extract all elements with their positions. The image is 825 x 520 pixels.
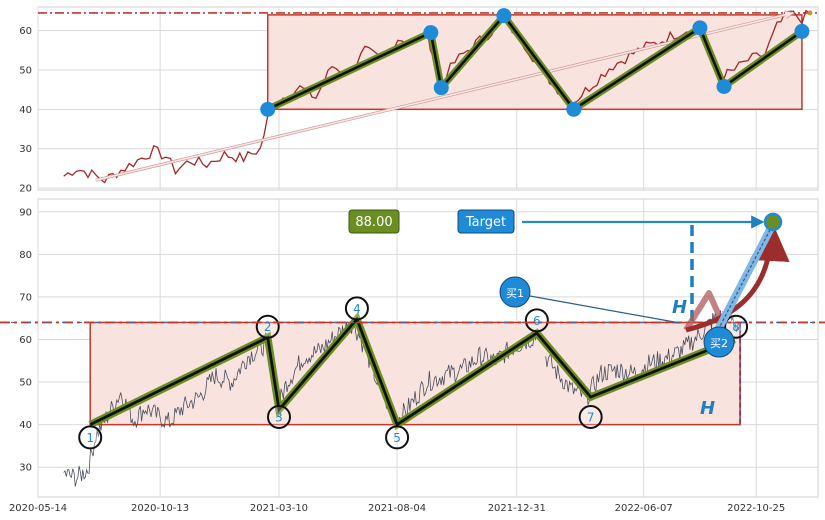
x-tick-label: 2020-10-13 (131, 503, 189, 514)
wave-dot (692, 20, 708, 36)
wave-label-circle (578, 404, 603, 429)
x-tick-label: 2022-10-25 (727, 503, 785, 514)
wave-dot (260, 101, 276, 117)
price-badge-text: 88.00 (355, 215, 392, 230)
wave-label-1: 1 (86, 431, 94, 445)
buy1-badge-text: 买1 (506, 287, 524, 300)
target-badge (457, 209, 515, 234)
x-tick-label: 2021-12-31 (488, 503, 546, 514)
last-price-point (807, 10, 813, 16)
y-tick-label: 70 (19, 292, 32, 303)
y-tick-label: 80 (19, 250, 32, 261)
wave-dot (716, 78, 732, 94)
wave-label-8: 8 (732, 320, 740, 334)
wave-dot (566, 101, 582, 117)
wave-label-circle (385, 425, 410, 450)
price-line-1 (63, 319, 538, 487)
price-badge (348, 209, 400, 234)
target-band (714, 220, 777, 334)
height-label-lower: H (700, 398, 715, 419)
breakout-curve-arrow (685, 221, 790, 333)
wave-dot (423, 25, 439, 41)
wave-line (89, 316, 736, 427)
wave-label-5: 5 (393, 431, 401, 445)
y-tick-label: 40 (19, 105, 32, 116)
wave-label-3: 3 (275, 410, 283, 424)
wave-label-circle (78, 425, 103, 450)
wave-line (267, 13, 803, 112)
wave-label-circle (344, 296, 369, 321)
y-tick-label: 60 (19, 26, 32, 37)
y-tick-label: 40 (19, 420, 32, 431)
wave-label-6: 6 (533, 314, 541, 328)
buy2-badge (703, 326, 735, 358)
wave-label-2: 2 (264, 320, 272, 334)
x-tick-label: 2021-03-10 (250, 503, 308, 514)
y-tick-label: 30 (19, 463, 32, 474)
y-tick-label: 50 (19, 65, 32, 76)
target-dot (763, 212, 783, 232)
x-tick-label: 2022-06-07 (615, 503, 673, 514)
wave-label-circle (524, 308, 549, 333)
wave-label-4: 4 (353, 302, 361, 316)
buy1-pointer (529, 295, 681, 324)
x-tick-label: 2021-08-04 (368, 503, 426, 514)
x-tick-label: 2020-05-14 (9, 503, 67, 514)
y-tick-label: 50 (19, 378, 32, 389)
buy1-badge (499, 276, 531, 308)
pullback-bump (683, 290, 725, 332)
y-tick-label: 30 (19, 144, 32, 155)
wave-dot (433, 80, 449, 96)
target-badge-text: Target (465, 215, 506, 230)
bottom-plot-area: 1 2 3 4 5 6 7 8 (63, 296, 749, 487)
top-plot-area (38, 8, 818, 184)
wave-dot (496, 8, 512, 24)
y-tick-label: 20 (19, 184, 32, 195)
buy2-badge-text: 买2 (710, 337, 728, 350)
height-label-upper: H (672, 297, 687, 318)
wave-label-circle (266, 404, 291, 429)
wave-label-7: 7 (587, 410, 595, 424)
wave-label-circle (255, 314, 280, 339)
y-tick-label: 90 (19, 207, 32, 218)
wave-dot (794, 23, 810, 39)
y-tick-label: 60 (19, 335, 32, 346)
